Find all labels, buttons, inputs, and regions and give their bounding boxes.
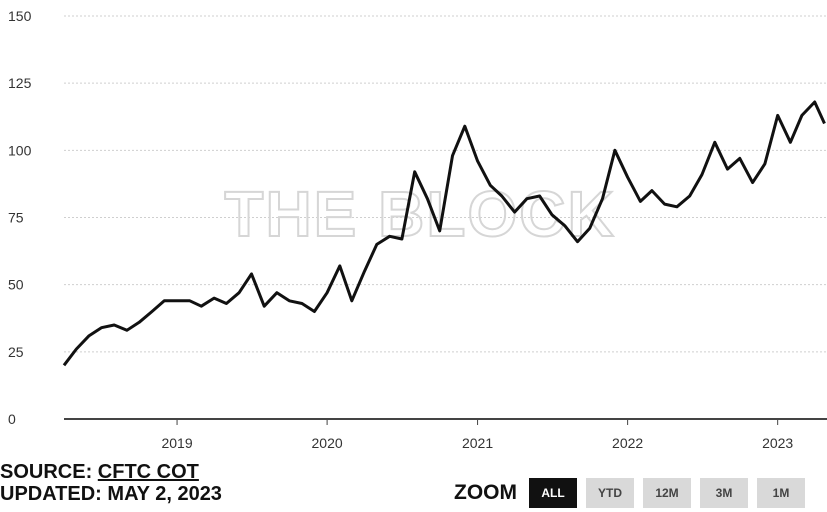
gridlines	[64, 15, 827, 353]
zoom-3m-button[interactable]: 3M	[700, 478, 748, 508]
x-tick-label: 2019	[161, 435, 192, 451]
source-label: SOURCE:	[0, 461, 98, 483]
watermark-text: THE BLOCK	[224, 178, 615, 250]
zoom-all-button[interactable]: ALL	[529, 478, 577, 508]
zoom-ytd-button[interactable]: YTD	[586, 478, 634, 508]
x-tick-label: 2020	[312, 435, 343, 451]
updated-line: UPDATED: MAY 2, 2023	[0, 483, 222, 505]
source-line: SOURCE: CFTC COT	[0, 461, 222, 483]
y-tick-label: 50	[8, 277, 24, 293]
y-tick-label: 100	[8, 142, 32, 158]
x-tick-label: 2023	[762, 435, 793, 451]
x-axis: 2019 2020 2021 2022 2023	[161, 419, 793, 451]
zoom-1m-button[interactable]: 1M	[757, 478, 805, 508]
y-tick-label: 0	[8, 411, 16, 427]
zoom-12m-button[interactable]: 12M	[643, 478, 691, 508]
zoom-label: ZOOM	[454, 481, 517, 504]
series-line	[62, 100, 826, 367]
y-axis: 0 25 50 75 100 125 150	[8, 8, 32, 427]
zoom-controls: ZOOM ALL YTD 12M 3M 1M	[454, 478, 814, 508]
y-tick-label: 150	[8, 8, 32, 24]
y-tick-label: 75	[8, 210, 24, 226]
x-tick-label: 2021	[462, 435, 493, 451]
y-tick-label: 125	[8, 75, 32, 91]
y-tick-label: 25	[8, 344, 24, 360]
x-tick-label: 2022	[612, 435, 643, 451]
source-link[interactable]: CFTC COT	[97, 461, 199, 483]
chart-footer: SOURCE: CFTC COT UPDATED: MAY 2, 2023	[0, 461, 222, 505]
